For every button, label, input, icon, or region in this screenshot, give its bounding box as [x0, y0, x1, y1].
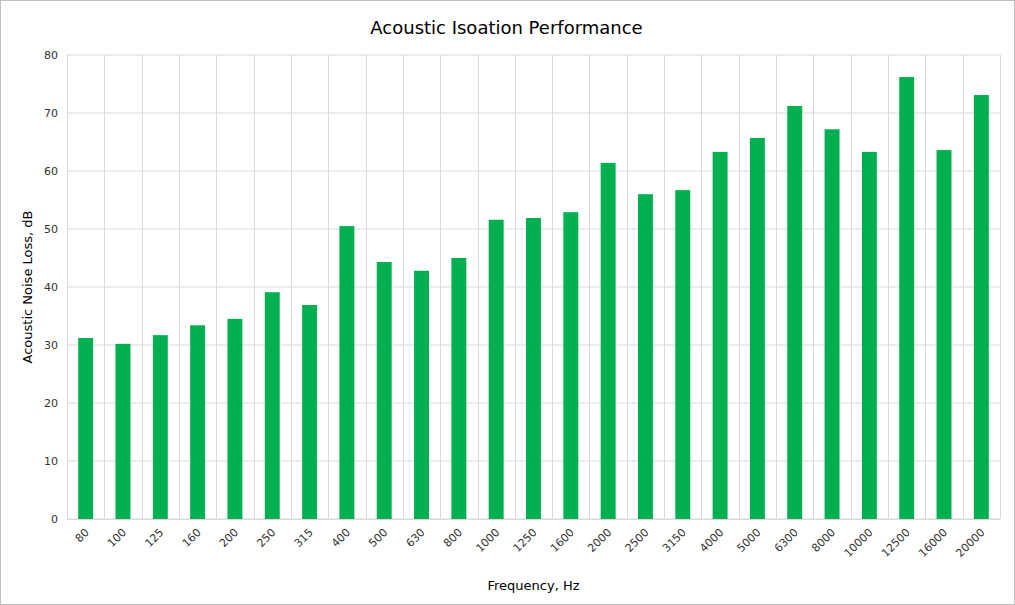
x-tick-label: 100 [105, 526, 129, 550]
x-tick-label: 1600 [548, 526, 577, 555]
bar [451, 258, 466, 519]
x-tick-label: 125 [142, 526, 166, 550]
x-tick-label: 4000 [697, 526, 726, 555]
bar [526, 218, 541, 519]
category-grid-line [291, 55, 292, 519]
bar [974, 95, 989, 519]
bar [339, 226, 354, 519]
grid-line [67, 55, 1000, 56]
chart: 0 10 20 30 40 50 60 70 80 80 100 125 160 200 250 315 400… [0, 0, 1015, 605]
category-grid-line [366, 55, 367, 519]
bar [750, 138, 765, 519]
x-tick-label: 500 [366, 526, 390, 550]
bar [937, 150, 952, 519]
category-grid-line [888, 55, 889, 519]
x-tick-label: 200 [217, 526, 241, 550]
category-grid-line [552, 55, 553, 519]
category-grid-line [701, 55, 702, 519]
x-tick-label: 3150 [660, 526, 689, 555]
x-tick-label: 160 [180, 526, 204, 550]
category-grid-line [739, 55, 740, 519]
category-grid-line [1000, 55, 1001, 519]
bar [190, 325, 205, 519]
x-tick-label: 80 [73, 526, 92, 545]
x-tick-label: 2000 [585, 526, 614, 555]
category-grid-line [440, 55, 441, 519]
chart-frame [1, 1, 1015, 605]
x-tick-label: 6300 [772, 526, 801, 555]
x-tick-label: 2500 [623, 526, 652, 555]
category-grid-line [515, 55, 516, 519]
x-axis-line [67, 519, 1000, 520]
x-tick-label: 10000 [842, 526, 876, 560]
y-axis-label: Acoustic Noise Loss, dB [20, 211, 35, 364]
y-tick-label: 70 [44, 107, 58, 120]
x-tick-label: 250 [254, 526, 278, 550]
y-tick-label: 40 [44, 281, 58, 294]
x-tick-label: 800 [441, 526, 465, 550]
category-grid-line [216, 55, 217, 519]
x-tick-label: 315 [292, 526, 316, 550]
grid-line [67, 113, 1000, 114]
x-tick-label: 400 [329, 526, 353, 550]
y-tick-label: 80 [44, 49, 58, 62]
x-axis-label: Frequency, Hz [487, 578, 579, 593]
x-tick-label: 5000 [735, 526, 764, 555]
bar [153, 335, 168, 519]
category-grid-line [67, 55, 68, 519]
category-grid-line [813, 55, 814, 519]
x-tick-label: 8000 [809, 526, 838, 555]
x-tick-label: 20000 [954, 526, 988, 560]
category-grid-line [627, 55, 628, 519]
category-grid-line [104, 55, 105, 519]
bars [78, 77, 989, 519]
x-tick-label: 1250 [511, 526, 540, 555]
bar [78, 338, 93, 519]
y-tick-label: 50 [44, 223, 58, 236]
category-grid-line [403, 55, 404, 519]
category-grid-line [142, 55, 143, 519]
bar [302, 305, 317, 519]
bar [787, 106, 802, 519]
category-grid-line [478, 55, 479, 519]
bar [377, 262, 392, 519]
x-tick-label: 1000 [473, 526, 502, 555]
y-tick-label: 0 [51, 513, 58, 526]
bar [489, 220, 504, 519]
category-grid-line [664, 55, 665, 519]
title: Acoustic Isoation Performance [370, 17, 642, 38]
category-grid-line [328, 55, 329, 519]
x-tick-label: 16000 [916, 526, 950, 560]
category-grid-line [776, 55, 777, 519]
category-grid-line [179, 55, 180, 519]
bar [116, 344, 131, 519]
bar [638, 194, 653, 519]
grid-line [67, 171, 1000, 172]
bar [563, 212, 578, 519]
y-tick-label: 10 [44, 455, 58, 468]
category-grid-line [925, 55, 926, 519]
bar [227, 319, 242, 519]
y-tick-label: 20 [44, 397, 58, 410]
y-tick-label: 60 [44, 165, 58, 178]
category-grid-line [589, 55, 590, 519]
x-tick-label: 630 [404, 526, 428, 550]
category-grid-line [851, 55, 852, 519]
bar [899, 77, 914, 519]
category-grid-line [963, 55, 964, 519]
category-grid-line [254, 55, 255, 519]
bar [825, 129, 840, 519]
bar [414, 271, 429, 519]
bar [675, 190, 690, 519]
bar [862, 152, 877, 519]
bar [601, 163, 616, 519]
bar [265, 292, 280, 519]
x-tick-label: 12500 [879, 526, 913, 560]
bar [713, 152, 728, 519]
y-tick-label: 30 [44, 339, 58, 352]
